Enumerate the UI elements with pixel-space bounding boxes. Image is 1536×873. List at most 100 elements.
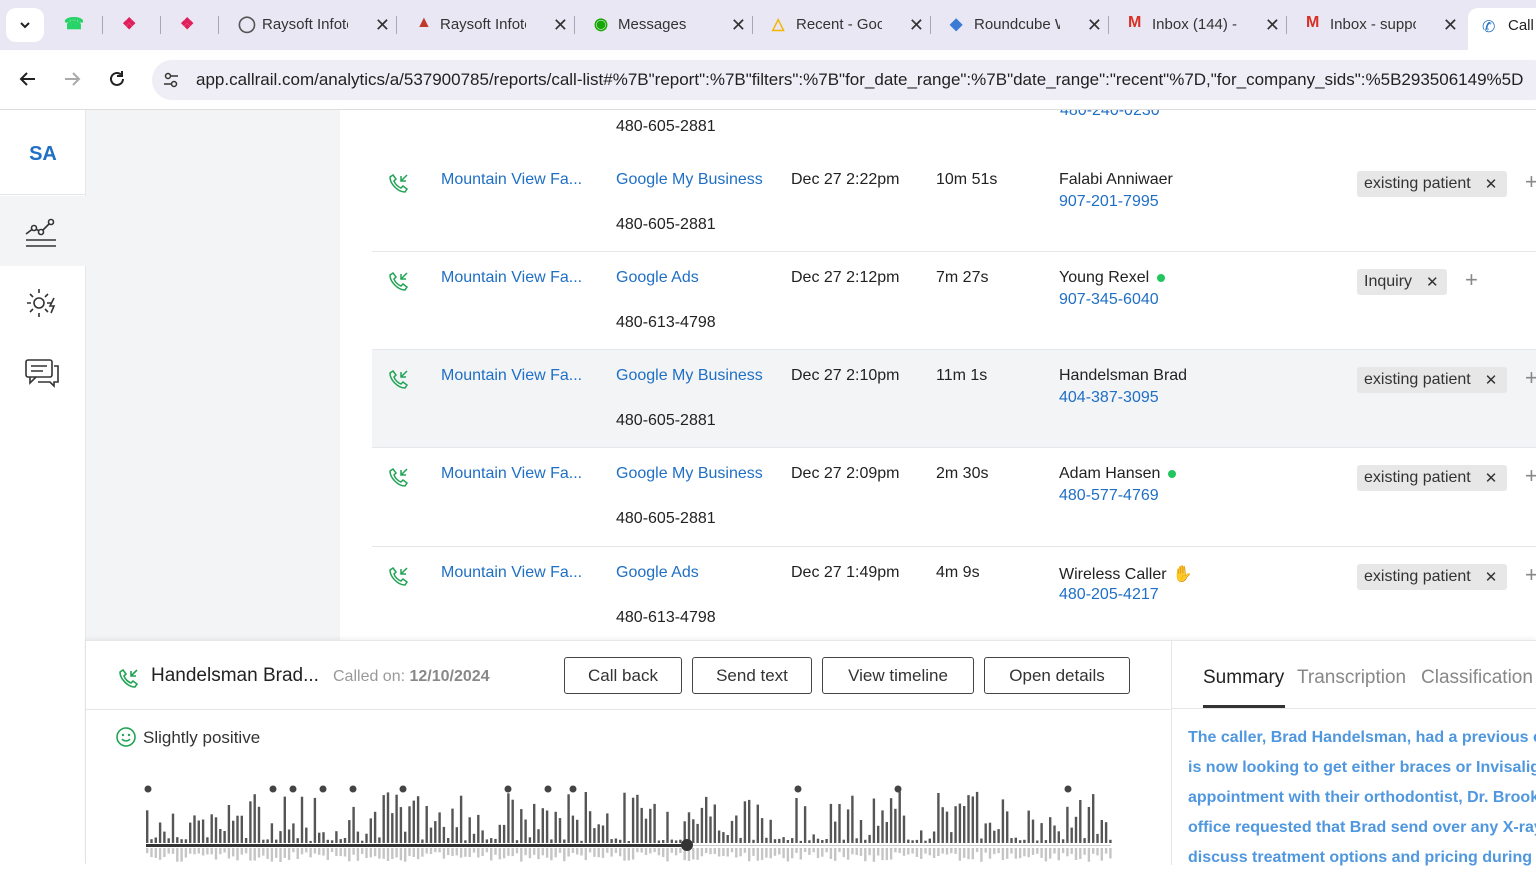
tab-title: Call: [1508, 17, 1534, 34]
callrail-icon: ✆: [1482, 19, 1496, 36]
send-text-button[interactable]: Send text: [692, 657, 812, 694]
url-text[interactable]: app.callrail.com/analytics/a/537900785/r…: [196, 70, 1524, 89]
remove-tag-icon[interactable]: ✕: [1484, 372, 1498, 389]
caller-name: Wireless Caller ✋: [1059, 564, 1193, 584]
browser-tab[interactable]: ☎: [52, 8, 102, 42]
add-tag-icon[interactable]: +: [1465, 267, 1478, 292]
tag-label: existing patient: [1364, 371, 1471, 388]
source-link[interactable]: Google Ads: [616, 269, 699, 286]
forward-arrow-icon[interactable]: [62, 69, 82, 89]
tag-label: Inquiry: [1364, 273, 1413, 290]
summary-line: discuss treatment options and pricing du…: [1188, 849, 1536, 866]
call-date: Dec 27 2:22pm: [791, 171, 900, 188]
company-link[interactable]: Mountain View Fa...: [441, 465, 583, 482]
source-link[interactable]: Google Ads: [616, 564, 699, 581]
call-date: Dec 27 2:12pm: [791, 269, 900, 286]
caller-name-text: Wireless Caller: [1059, 566, 1167, 583]
company-link[interactable]: Mountain View Fa...: [441, 367, 583, 384]
thumbs-up-icon: ✋: [1172, 566, 1193, 583]
company-link[interactable]: Mountain View Fa...: [441, 269, 583, 286]
caller-phone[interactable]: 480-577-4769: [1059, 487, 1159, 504]
incoming-call-icon: [389, 566, 409, 586]
remove-tag-icon[interactable]: ✕: [1484, 569, 1498, 586]
tag-chip: Inquiry ✕: [1357, 269, 1447, 295]
source-link[interactable]: Google My Business: [616, 367, 763, 384]
source-link[interactable]: Google My Business: [616, 465, 763, 482]
url-bar[interactable]: [152, 60, 1536, 100]
close-tab-icon[interactable]: ✕: [552, 15, 568, 35]
open-details-button[interactable]: Open details: [984, 657, 1130, 694]
tab-title: Inbox (144) -: [1152, 16, 1238, 33]
table-row[interactable]: Mountain View Fa... Google Ads 480-613-479…: [372, 547, 1536, 640]
view-timeline-button[interactable]: View timeline: [822, 657, 974, 694]
browser-tab[interactable]: ❖: [168, 8, 218, 42]
browser-tab[interactable]: ❖: [110, 8, 160, 42]
tag-label: existing patient: [1364, 469, 1471, 486]
caller-phone[interactable]: 480-205-4217: [1059, 586, 1159, 603]
nav-analytics[interactable]: [0, 196, 86, 266]
add-tag-icon[interactable]: +: [1525, 365, 1536, 390]
incoming-call-icon: [389, 467, 409, 487]
caller-phone[interactable]: 907-201-7995: [1059, 193, 1159, 210]
company-link[interactable]: Mountain View Fa...: [441, 564, 583, 581]
messages-icon[interactable]: [24, 358, 60, 388]
browser-tab[interactable]: ◉ Messages ✕: [582, 8, 752, 42]
table-row[interactable]: Mountain View Fa... Google My Business 480…: [372, 350, 1536, 448]
tab-search-button[interactable]: [6, 8, 44, 42]
caller-phone[interactable]: 404-387-3095: [1059, 389, 1159, 406]
reload-icon[interactable]: [107, 69, 127, 89]
partial-phone[interactable]: 480-240-0230: [1060, 110, 1160, 119]
online-status-dot: [1168, 469, 1177, 478]
browser-tab[interactable]: ◆ Roundcube W ✕: [938, 8, 1108, 42]
site-settings-icon[interactable]: [162, 71, 180, 89]
call-back-button[interactable]: Call back: [564, 657, 682, 694]
caller-phone[interactable]: 907-345-6040: [1059, 291, 1159, 308]
browser-tab[interactable]: M Inbox (144) - ✕: [1116, 8, 1286, 42]
company-link[interactable]: Mountain View Fa...: [441, 171, 583, 188]
close-tab-icon[interactable]: ✕: [1086, 15, 1102, 35]
browser-tab[interactable]: ▲ Raysoft Infote ✕: [404, 8, 574, 42]
active-tab[interactable]: ✆ Call: [1468, 8, 1536, 50]
account-avatar[interactable]: SA: [29, 143, 57, 165]
table-row[interactable]: Mountain View Fa... Google My Business 480…: [372, 448, 1536, 547]
browser-tab[interactable]: ◯ Raysoft Infote ✕: [226, 8, 396, 42]
tab-transcription[interactable]: Transcription: [1297, 667, 1407, 688]
tracking-number: 480-613-4798: [616, 314, 716, 331]
left-nav-rail: SA: [0, 110, 86, 864]
call-duration: 10m 51s: [936, 171, 998, 188]
browser-tab[interactable]: M Inbox - suppo ✕: [1294, 8, 1464, 42]
add-tag-icon[interactable]: +: [1525, 562, 1536, 587]
add-tag-icon[interactable]: +: [1525, 463, 1536, 488]
tab-summary-underline: [1203, 705, 1285, 708]
back-arrow-icon[interactable]: [18, 69, 38, 89]
close-tab-icon[interactable]: ✕: [1264, 15, 1280, 35]
incoming-call-icon: [389, 369, 409, 389]
table-row[interactable]: Mountain View Fa... Google My Business 480…: [372, 154, 1536, 252]
tab-summary[interactable]: Summary: [1203, 667, 1285, 688]
close-tab-icon[interactable]: ✕: [730, 15, 746, 35]
close-tab-icon[interactable]: ✕: [1442, 15, 1458, 35]
table-row[interactable]: Mountain View Fa... Google Ads 480-613-479…: [372, 252, 1536, 350]
caller-name-text: Adam Hansen: [1059, 465, 1161, 482]
audio-waveform[interactable]: [136, 779, 1126, 865]
add-tag-icon[interactable]: +: [1525, 169, 1536, 194]
tab-classification[interactable]: Classification: [1421, 667, 1533, 688]
call-date: Dec 27 1:49pm: [791, 564, 900, 581]
close-tab-icon[interactable]: ✕: [908, 15, 924, 35]
tracking-number: 480-605-2881: [616, 510, 716, 527]
remove-tag-icon[interactable]: ✕: [1484, 470, 1498, 487]
tag-chip: existing patient ✕: [1357, 465, 1507, 491]
remove-tag-icon[interactable]: ✕: [1484, 176, 1498, 193]
settings-gear-icon[interactable]: [24, 286, 60, 320]
tracking-number: 480-613-4798: [616, 609, 716, 626]
summary-line: The caller, Brad Handelsman, had a previ…: [1188, 729, 1536, 746]
slack-icon: ❖: [180, 16, 195, 33]
online-status-dot: [1157, 273, 1166, 282]
tab-title: Raysoft Infote: [440, 16, 526, 33]
source-link[interactable]: Google My Business: [616, 171, 763, 188]
remove-tag-icon[interactable]: ✕: [1426, 274, 1439, 291]
chevron-down-icon: [20, 22, 30, 29]
tag-chip: existing patient ✕: [1357, 564, 1507, 590]
browser-tab[interactable]: △ Recent - Goo ✕: [760, 8, 930, 42]
close-tab-icon[interactable]: ✕: [374, 15, 390, 35]
